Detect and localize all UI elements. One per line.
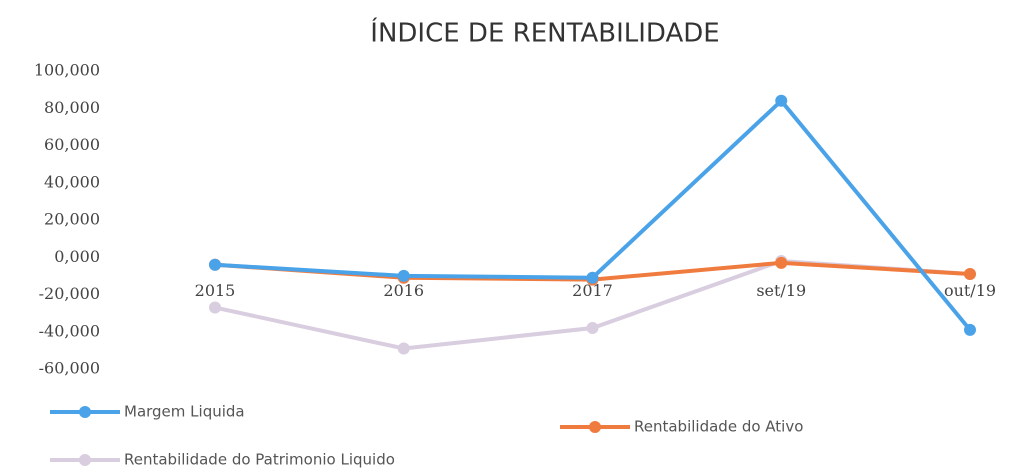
data-point: [397, 269, 410, 282]
y-tick-label: -20,000: [39, 284, 100, 303]
x-tick-label: 2017: [572, 281, 613, 300]
y-tick-label: 0,000: [54, 247, 100, 266]
y-tick-label: 80,000: [44, 98, 100, 117]
legend-label: Margem Liquida: [124, 403, 245, 421]
legend-marker: [79, 454, 91, 466]
y-tick-label: -60,000: [39, 359, 100, 378]
data-point: [397, 342, 410, 355]
legend-marker: [79, 406, 91, 418]
x-tick-label: 2015: [195, 281, 236, 300]
y-tick-label: 40,000: [44, 172, 100, 191]
data-point: [586, 271, 599, 284]
legend-marker: [589, 421, 601, 433]
x-tick-label: out/19: [944, 281, 996, 300]
data-point: [775, 94, 788, 107]
y-tick-label: 20,000: [44, 210, 100, 229]
legend-label: Rentabilidade do Patrimonio Liquido: [124, 451, 395, 469]
data-point: [775, 256, 788, 269]
y-tick-label: 60,000: [44, 135, 100, 154]
data-point: [964, 323, 976, 336]
legend-label: Rentabilidade do Ativo: [634, 418, 803, 436]
y-tick-label: 100,000: [34, 61, 100, 80]
x-tick-label: set/19: [756, 281, 806, 300]
chart-title: ÍNDICE DE RENTABILIDADE: [370, 17, 719, 49]
data-point: [586, 322, 599, 335]
data-point: [964, 268, 976, 281]
data-point: [209, 258, 221, 271]
data-point: [209, 301, 221, 314]
x-tick-label: 2016: [383, 281, 424, 300]
y-tick-label: -40,000: [39, 321, 100, 340]
